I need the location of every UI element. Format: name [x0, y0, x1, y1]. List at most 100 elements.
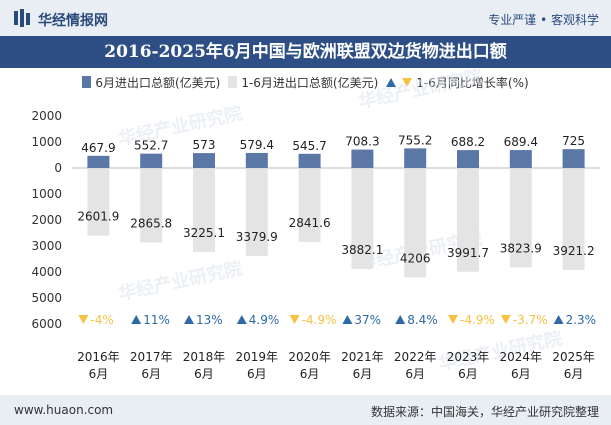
x-category-month: 6月: [353, 367, 373, 381]
chart-title: 2016-2025年6月中国与欧洲联盟双边货物进出口额: [0, 36, 611, 68]
bar-cumulative-label: 3823.9: [500, 241, 542, 255]
bar-cumulative-label: 3225.1: [183, 226, 225, 240]
x-category-month: 6月: [458, 367, 478, 381]
bar-cumulative: [298, 169, 321, 242]
bar-monthly-label: 573: [193, 138, 216, 152]
x-category-month: 6月: [247, 367, 267, 381]
chart-area: 华经产业研究院华经产业研究院华经产业研究院华经产业研究院华经产业研究院20001…: [31, 65, 600, 381]
bar-cumulative: [245, 169, 268, 256]
growth-rate-label: 11%: [143, 313, 170, 327]
chart-legend: 6月进出口总额(亿美元) 1-6月进出口总额(亿美元) 1-6月同比增长率(%): [0, 72, 611, 92]
bar-monthly-label: 467.9: [81, 141, 115, 155]
bar-cumulative-label: 3882.1: [341, 243, 383, 257]
bar-cumulative-label: 2865.8: [130, 217, 172, 231]
bar-monthly: [457, 150, 479, 168]
bar-cumulative: [457, 169, 479, 272]
bar-monthly: [87, 155, 110, 168]
bar-cumulative-label: 3379.9: [236, 230, 278, 244]
x-category-month: 6月: [89, 367, 109, 381]
y-tick-label: 2000: [31, 213, 62, 227]
triangle-up-icon: [386, 77, 397, 87]
bar-monthly: [404, 148, 427, 168]
growth-rate-label: 37%: [354, 313, 381, 327]
brand-name: 华经情报网: [38, 13, 108, 29]
growth-rate-label: 2.3%: [566, 313, 597, 327]
watermark-text: 华经产业研究院: [356, 65, 484, 113]
bar-monthly-label: 552.7: [134, 139, 168, 153]
x-category-year: 2020年: [288, 350, 331, 364]
bar-monthly: [193, 153, 215, 168]
growth-rate-label: -4.9%: [460, 313, 495, 327]
footer-website: www.huaon.com: [14, 403, 114, 417]
x-category-year: 2023年: [447, 350, 490, 364]
bar-monthly: [298, 153, 321, 168]
growth-up-marker: [395, 315, 406, 324]
bar-monthly-label: 688.2: [451, 135, 485, 149]
slogan: 专业严谨 • 客观科学: [488, 13, 599, 27]
x-category-year: 2022年: [394, 350, 437, 364]
bar-cumulative-label: 4206: [400, 251, 431, 265]
x-category-month: 6月: [300, 367, 320, 381]
growth-rate-label: 4.9%: [249, 313, 279, 327]
footer-source: 数据来源：中国海关，华经产业研究院整理: [370, 405, 599, 419]
footer-bar: www.huaon.com 数据来源：中国海关，华经产业研究院整理: [0, 395, 611, 425]
x-category-month: 6月: [405, 367, 425, 381]
growth-rate-label: 8.4%: [407, 313, 438, 327]
growth-up-marker: [131, 315, 142, 324]
x-category-year: 2017年: [130, 350, 173, 364]
bar-monthly-label: 725: [562, 134, 585, 148]
bar-cumulative-label: 3991.7: [447, 246, 489, 260]
legend-label-cumulative: 1-6月进出口总额(亿美元): [241, 75, 379, 90]
bar-cumulative-label: 2841.6: [289, 216, 331, 230]
growth-down-marker: [500, 315, 511, 324]
growth-down-marker: [448, 315, 458, 324]
x-category-month: 6月: [564, 367, 584, 381]
bar-monthly: [509, 150, 532, 168]
y-tick-label: 3000: [31, 239, 62, 253]
growth-down-marker: [78, 315, 89, 324]
x-category-year: 2021年: [341, 350, 384, 364]
x-category-year: 2019年: [236, 350, 279, 364]
bar-monthly-label: 579.4: [240, 138, 274, 152]
bar-cumulative: [509, 169, 532, 268]
legend-item-cumulative: 1-6月进出口总额(亿美元): [228, 74, 378, 91]
bar-cumulative-label: 2601.9: [77, 210, 119, 224]
x-category-year: 2025年: [552, 350, 595, 364]
bar-monthly: [562, 149, 585, 168]
header-bar: 华经情报网 专业严谨 • 客观科学: [0, 0, 611, 36]
logo-icon: [14, 9, 30, 27]
legend-item-monthly: 6月进出口总额(亿美元): [82, 74, 220, 91]
legend-label-monthly: 6月进出口总额(亿美元): [95, 75, 221, 90]
bar-cumulative: [87, 169, 110, 236]
bar-monthly-label: 755.2: [398, 133, 432, 147]
bar-monthly: [351, 149, 374, 168]
bar-monthly: [245, 152, 268, 168]
x-category-month: 6月: [194, 367, 214, 381]
growth-down-marker: [289, 315, 300, 324]
legend-item-growth: 1-6月同比增长率(%): [386, 74, 529, 91]
y-tick-label: 4000: [31, 265, 62, 279]
x-category-year: 2024年: [500, 350, 543, 364]
growth-rate-label: 13%: [196, 313, 223, 327]
bar-monthly: [140, 153, 163, 168]
triangle-down-icon: [402, 77, 413, 87]
legend-swatch-cumulative: [228, 76, 238, 88]
growth-up-marker: [553, 315, 564, 324]
bar-monthly-label: 545.7: [292, 139, 326, 153]
growth-up-marker: [184, 315, 194, 324]
bar-cumulative-label: 3921.2: [553, 244, 595, 258]
bar-monthly-label: 708.3: [345, 135, 379, 149]
bar-cumulative: [562, 169, 585, 270]
growth-up-marker: [342, 315, 353, 324]
y-tick-label: 2000: [31, 109, 62, 123]
growth-up-marker: [236, 315, 247, 324]
growth-rate-label: -4.9%: [302, 313, 337, 327]
x-category-month: 6月: [141, 367, 161, 381]
y-tick-label: 5000: [31, 291, 62, 305]
bar-cumulative: [351, 169, 374, 269]
growth-rate-label: -4%: [90, 313, 113, 327]
y-tick-label: 1000: [31, 187, 62, 201]
legend-swatch-monthly: [82, 76, 92, 88]
growth-rate-label: -3.7%: [513, 313, 548, 327]
y-tick-label: 6000: [31, 317, 62, 331]
